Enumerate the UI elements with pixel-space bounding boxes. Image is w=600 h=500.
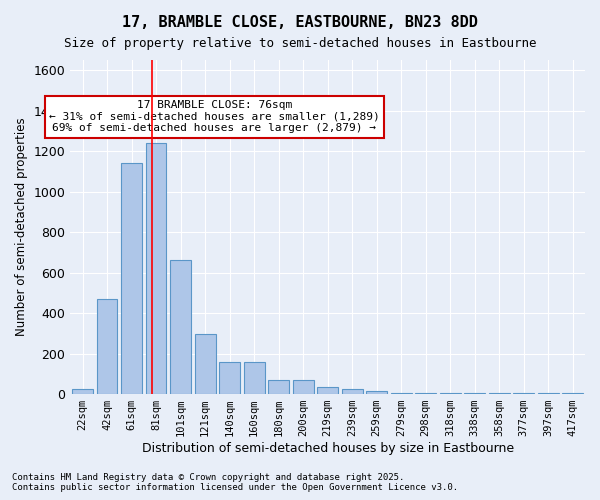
Bar xyxy=(170,260,191,394)
X-axis label: Distribution of semi-detached houses by size in Eastbourne: Distribution of semi-detached houses by … xyxy=(142,442,514,455)
Text: Size of property relative to semi-detached houses in Eastbourne: Size of property relative to semi-detach… xyxy=(64,38,536,51)
Bar xyxy=(293,380,314,394)
Bar xyxy=(121,164,142,394)
Bar xyxy=(97,299,118,394)
Text: 17 BRAMBLE CLOSE: 76sqm
← 31% of semi-detached houses are smaller (1,289)
69% of: 17 BRAMBLE CLOSE: 76sqm ← 31% of semi-de… xyxy=(49,100,380,134)
Y-axis label: Number of semi-detached properties: Number of semi-detached properties xyxy=(15,118,28,336)
Bar xyxy=(538,393,559,394)
Text: Contains HM Land Registry data © Crown copyright and database right 2025.: Contains HM Land Registry data © Crown c… xyxy=(12,474,404,482)
Bar xyxy=(194,334,215,394)
Bar xyxy=(244,362,265,394)
Bar xyxy=(317,387,338,394)
Bar xyxy=(342,389,362,394)
Bar xyxy=(366,391,387,394)
Bar xyxy=(514,393,534,394)
Bar xyxy=(72,389,93,394)
Bar xyxy=(146,143,166,394)
Bar xyxy=(415,393,436,394)
Text: 17, BRAMBLE CLOSE, EASTBOURNE, BN23 8DD: 17, BRAMBLE CLOSE, EASTBOURNE, BN23 8DD xyxy=(122,15,478,30)
Bar xyxy=(391,393,412,394)
Bar xyxy=(440,393,461,394)
Bar xyxy=(464,393,485,394)
Bar xyxy=(489,393,509,394)
Bar xyxy=(268,380,289,394)
Bar xyxy=(562,393,583,394)
Text: Contains public sector information licensed under the Open Government Licence v3: Contains public sector information licen… xyxy=(12,484,458,492)
Bar xyxy=(219,362,240,394)
